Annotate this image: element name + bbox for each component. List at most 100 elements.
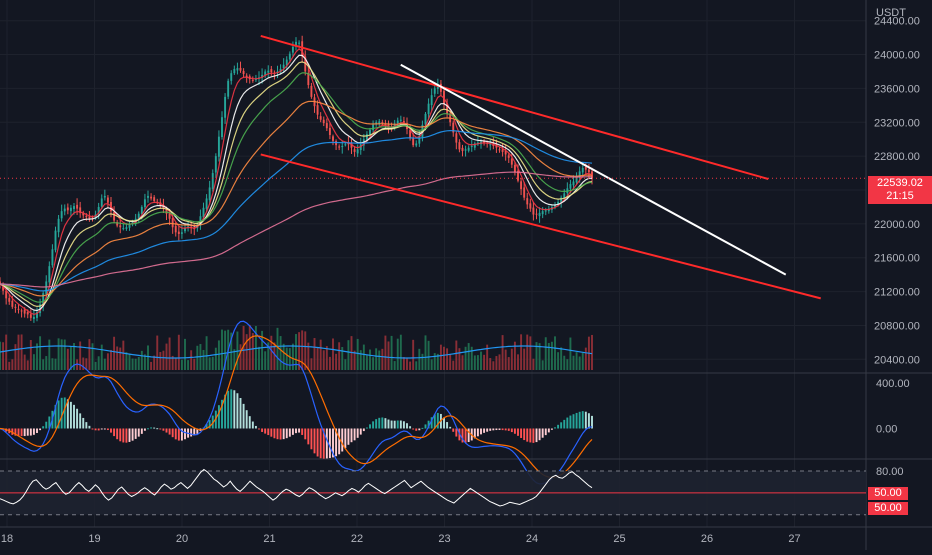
candle-body (264, 71, 267, 76)
volume-bar (5, 334, 8, 370)
macd-histogram-bar (39, 428, 42, 431)
candle (335, 139, 338, 150)
volume-bar (103, 358, 106, 370)
volume-bar (316, 347, 319, 370)
macd-signal-line (0, 335, 593, 479)
candle (470, 139, 473, 152)
last-price-tag: 22539.02 21:15 (868, 176, 932, 204)
moving-average-line (0, 47, 593, 316)
rsi-level-tag-lower: 50.00 (868, 502, 908, 515)
candle (150, 193, 153, 201)
macd-histogram-bar (529, 428, 532, 443)
volume-bar (45, 356, 48, 370)
volume-bar (279, 336, 282, 370)
time-axis-tick: 19 (88, 533, 100, 545)
volume-bar (211, 356, 214, 370)
volume-bar (282, 343, 285, 370)
volume-bar (406, 358, 408, 370)
macd-histogram-bar (501, 428, 504, 431)
candle-body (100, 198, 103, 207)
volume-bar (11, 359, 14, 370)
candle (66, 203, 69, 215)
macd-histogram-bar (406, 423, 408, 429)
macd-histogram-bar (227, 390, 230, 429)
macd-histogram-bar (372, 421, 375, 429)
volume-bar (26, 360, 29, 370)
macd-histogram-bar (103, 428, 106, 430)
volume-bar (415, 361, 418, 370)
candle-body (85, 215, 88, 218)
volume-bar (288, 348, 291, 370)
candle-body (557, 201, 560, 205)
price-axis-tick: 22000.00 (874, 219, 920, 231)
volume-bar (372, 357, 375, 370)
macd-histogram-bar (91, 428, 94, 430)
candle-body (310, 85, 313, 97)
volume-bar (110, 349, 112, 370)
candle (236, 62, 239, 75)
candle-body (11, 300, 14, 307)
volume-bar (276, 327, 279, 370)
price-axis-currency: USDT (876, 7, 906, 19)
macd-histogram-bar (359, 428, 362, 435)
volume-bar (202, 349, 205, 370)
volume-bar (510, 348, 513, 370)
volume-bar (489, 358, 492, 370)
volume-bar (214, 347, 217, 370)
candle (325, 118, 328, 131)
volume-bar (572, 355, 575, 370)
volume-bar (467, 343, 470, 370)
volume-bar (526, 334, 529, 370)
macd-histogram-bar (48, 416, 51, 429)
macd-histogram-bar (205, 424, 208, 429)
candle (122, 223, 125, 231)
volume-bar (544, 337, 547, 370)
macd-histogram-bar (273, 428, 276, 439)
candle-body (270, 69, 273, 73)
candle (452, 120, 455, 137)
volume-bar (113, 336, 116, 370)
macd-histogram-bar (347, 428, 350, 445)
macd-histogram-bar (279, 428, 282, 440)
volume-bar (560, 347, 563, 370)
macd-histogram-bar (217, 405, 220, 429)
candle-body (584, 166, 587, 170)
macd-histogram-bar (236, 393, 239, 429)
volume-bar (578, 356, 581, 370)
candle (529, 198, 532, 212)
candle (350, 138, 353, 155)
candle-body (470, 145, 473, 147)
macd-histogram-bar (29, 428, 32, 436)
macd-histogram-bar (495, 428, 498, 431)
candle-body (233, 68, 236, 74)
macd-histogram-bar (412, 428, 415, 430)
macd-histogram-bar (301, 428, 304, 435)
candle-body (455, 133, 458, 143)
price-axis-tick: 21200.00 (874, 287, 920, 299)
macd-histogram-bar (88, 425, 91, 429)
macd-histogram-bar (125, 428, 128, 443)
macd-histogram-bar (23, 428, 26, 437)
candle-body (298, 42, 301, 44)
candle-body (304, 56, 307, 72)
candle-body (69, 207, 72, 212)
volume-bar (387, 341, 390, 370)
macd-histogram-bar (436, 412, 439, 429)
macd-histogram-bar (110, 428, 112, 433)
candle-body (291, 46, 294, 53)
macd-histogram-bar (492, 428, 495, 431)
candle-body (165, 208, 168, 214)
candle (208, 180, 211, 205)
volume-bar (174, 357, 177, 370)
candle-body (242, 70, 245, 75)
candle-body (319, 116, 322, 120)
volume-bar (54, 358, 57, 370)
candle (467, 145, 470, 153)
candle (560, 195, 563, 208)
macd-histogram-bar (560, 422, 563, 429)
volume-bar (461, 355, 464, 370)
macd-histogram-bar (547, 428, 550, 433)
volume-bar (375, 348, 378, 370)
